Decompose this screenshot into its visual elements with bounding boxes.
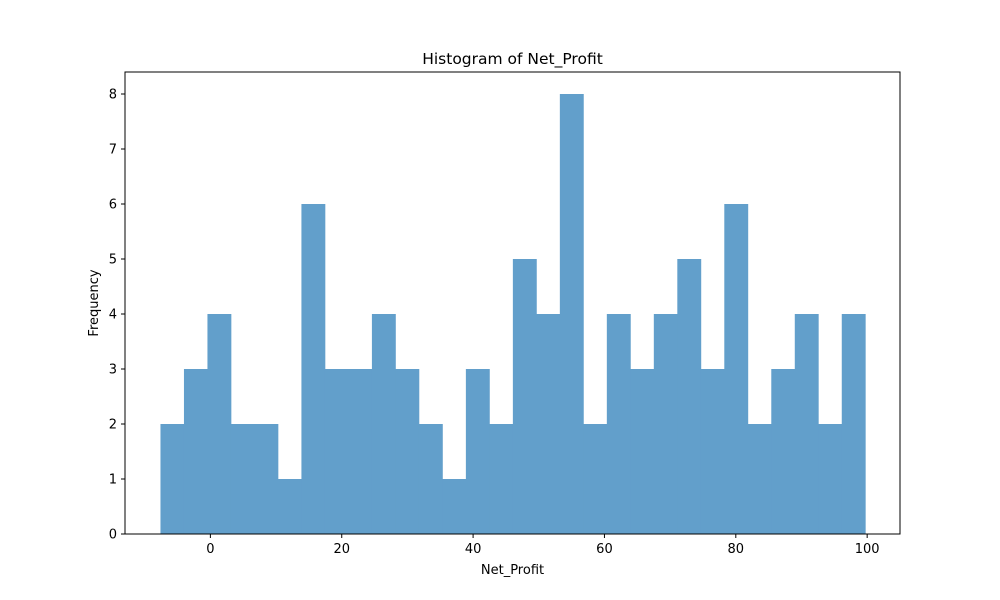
chart-title: Histogram of Net_Profit <box>422 50 603 69</box>
bars-group <box>160 94 866 534</box>
y-tick-label: 5 <box>109 253 117 268</box>
histogram-bar <box>348 369 373 534</box>
histogram-bar <box>653 314 678 534</box>
histogram-bar <box>559 94 584 534</box>
y-tick-label: 6 <box>109 198 117 213</box>
histogram-bar <box>442 479 467 534</box>
x-tick-label: 60 <box>596 542 613 557</box>
histogram-bar <box>465 369 490 534</box>
y-axis-label: Frequency <box>87 269 102 336</box>
histogram-bar <box>395 369 420 534</box>
y-axis-ticks: 0 1 2 3 4 5 6 7 8 <box>109 88 125 543</box>
y-tick-label: 4 <box>109 308 117 323</box>
y-tick-label: 3 <box>109 363 117 378</box>
x-tick-label: 40 <box>465 542 482 557</box>
histogram-bar <box>489 424 514 534</box>
histogram-bar <box>418 424 443 534</box>
x-axis-label: Net_Profit <box>481 563 544 578</box>
histogram-bar <box>677 259 702 534</box>
x-tick-label: 20 <box>333 542 350 557</box>
histogram-bar <box>160 424 185 534</box>
x-axis-ticks: 0 20 40 60 80 100 <box>206 534 880 557</box>
x-tick-label: 100 <box>855 542 880 557</box>
x-tick-label: 80 <box>728 542 745 557</box>
histogram-bar <box>724 204 749 534</box>
histogram-bar <box>794 314 819 534</box>
histogram-bar <box>606 314 631 534</box>
histogram-bar <box>254 424 279 534</box>
histogram-bar <box>583 424 608 534</box>
y-tick-label: 2 <box>109 418 117 433</box>
y-tick-label: 7 <box>109 143 117 158</box>
y-tick-label: 0 <box>109 528 117 543</box>
histogram-bar <box>183 369 208 534</box>
histogram-bar <box>536 314 561 534</box>
histogram-bar <box>512 259 537 534</box>
histogram-bar <box>747 424 772 534</box>
histogram-bar <box>771 369 796 534</box>
x-tick-label: 0 <box>206 542 214 557</box>
y-tick-label: 1 <box>109 473 117 488</box>
histogram-bar <box>630 369 655 534</box>
histogram-bar <box>230 424 255 534</box>
histogram-bar <box>818 424 843 534</box>
histogram-bar <box>301 204 326 534</box>
histogram-bar <box>277 479 302 534</box>
y-tick-label: 8 <box>109 88 117 103</box>
histogram-bar <box>207 314 232 534</box>
histogram-bar <box>841 314 866 534</box>
histogram-bar <box>324 369 349 534</box>
histogram-bar <box>700 369 725 534</box>
histogram-bar <box>371 314 396 534</box>
plot-frame <box>124 71 901 535</box>
